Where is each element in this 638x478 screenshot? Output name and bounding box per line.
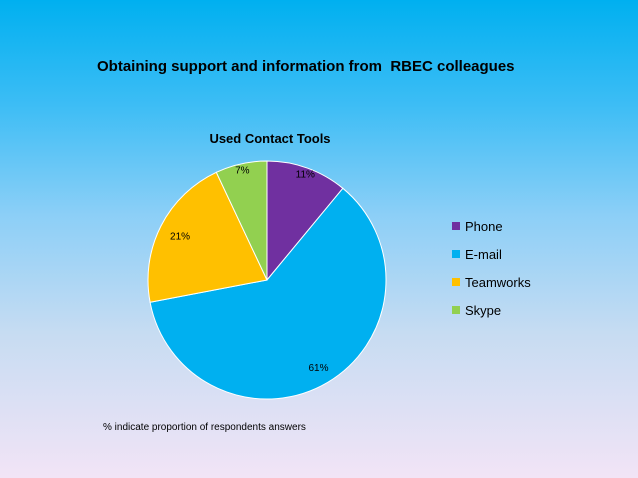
legend-label: Teamworks [465, 274, 531, 290]
pie-slice-skype [215, 160, 268, 281]
pie-data-label: 21% [170, 232, 190, 243]
pie-slice-phone [266, 160, 344, 282]
chart-legend: Phone E-mail Teamworks Skype [452, 212, 531, 324]
legend-swatch [452, 222, 460, 230]
legend-swatch [452, 250, 460, 258]
legend-item-teamworks: Teamworks [452, 268, 531, 296]
legend-swatch [452, 278, 460, 286]
legend-label: Phone [465, 218, 503, 234]
legend-item-skype: Skype [452, 296, 531, 324]
legend-item-phone: Phone [452, 212, 531, 240]
chart-title: Used Contact Tools [209, 131, 331, 146]
legend-item-e-mail: E-mail [452, 240, 531, 268]
legend-swatch [452, 306, 460, 314]
pie-slice-teamworks [147, 171, 268, 303]
pie-data-label: 7% [235, 166, 250, 177]
pie-data-label: 61% [308, 363, 328, 374]
pie-slice-e-mail [149, 187, 387, 400]
slide-title: Obtaining support and information from R… [97, 58, 515, 75]
legend-label: E-mail [465, 246, 502, 262]
pie-data-label: 11% [296, 170, 315, 181]
legend-label: Skype [465, 302, 502, 318]
chart-footnote: % indicate proportion of respondents ans… [103, 422, 306, 433]
